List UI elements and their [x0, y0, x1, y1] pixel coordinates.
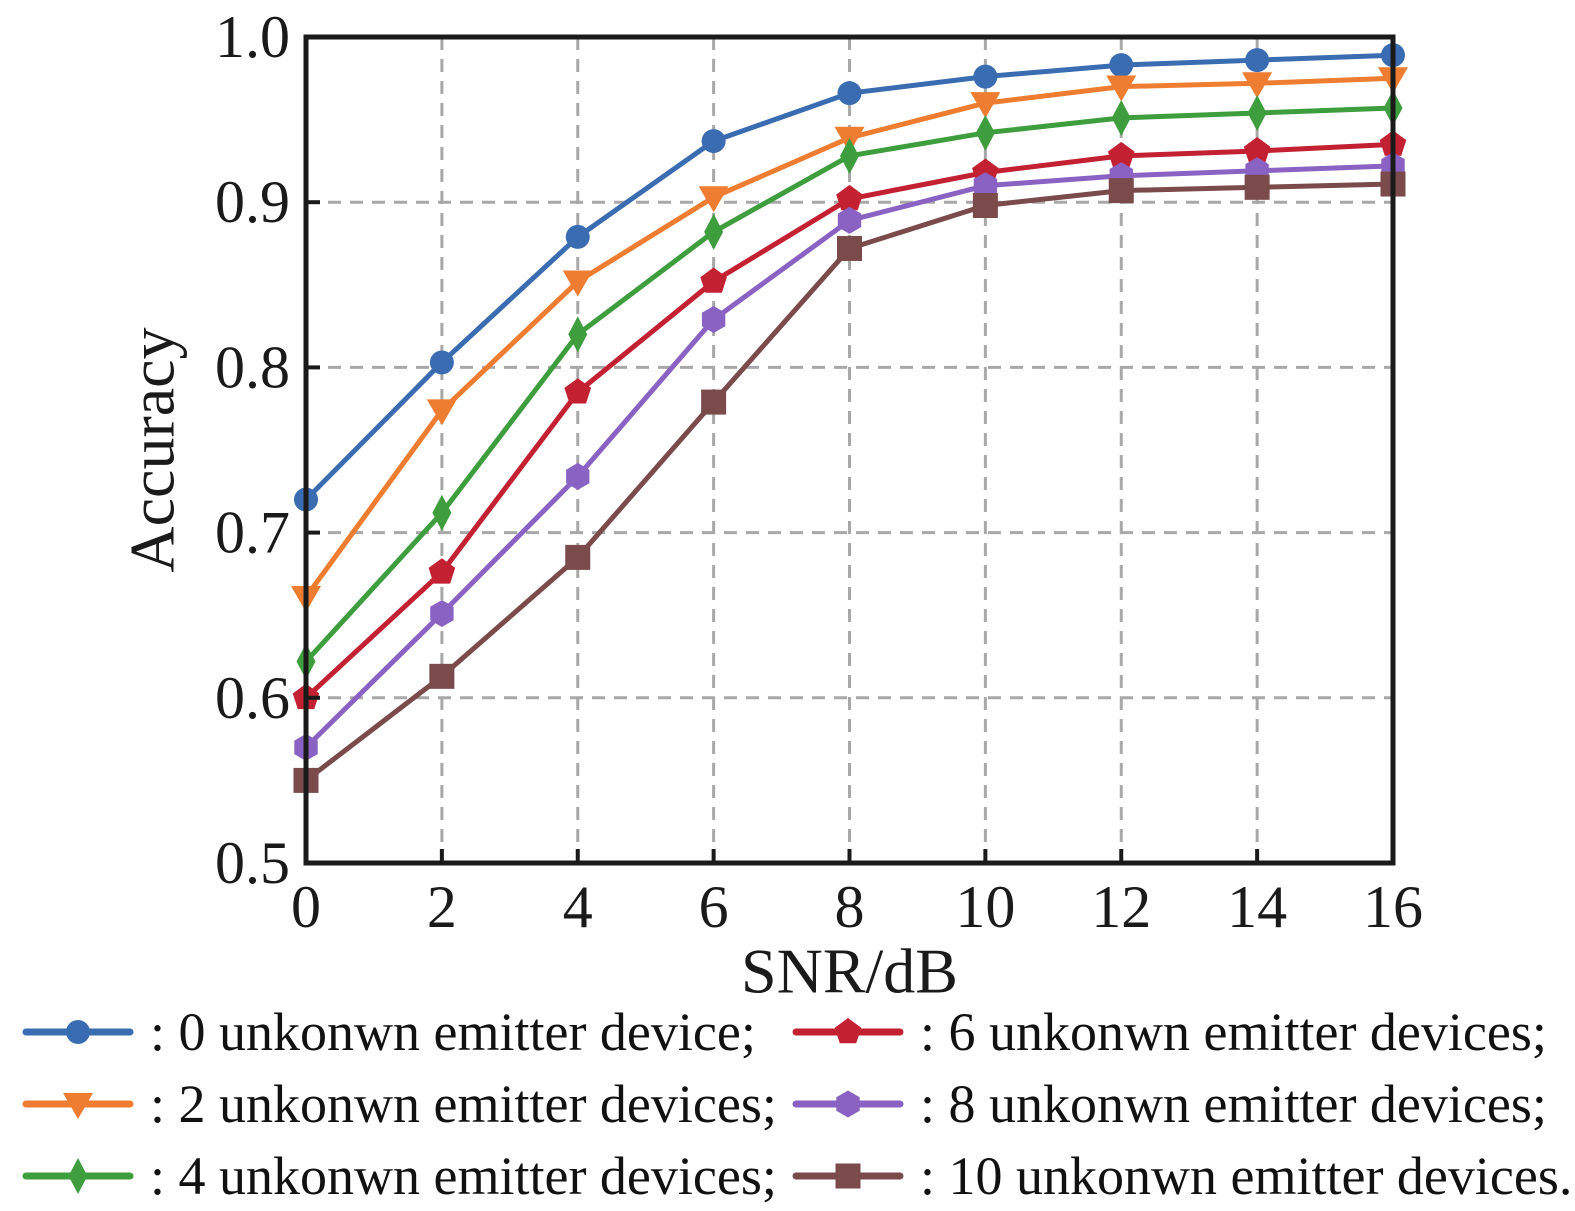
series-pentagon	[292, 130, 1407, 710]
x-tick-label: 0	[291, 874, 321, 940]
legend-item-4-unknown: : 4 unkonwn emitter devices;	[22, 1145, 792, 1207]
x-tick-label: 4	[563, 874, 593, 940]
legend-label: : 2 unkonwn emitter devices;	[150, 1074, 777, 1134]
legend-marker-circle-icon	[22, 1020, 134, 1044]
x-axis-tick-labels: 0 2 4 6 8 10 12 14 16	[291, 874, 1423, 940]
x-tick-label: 2	[427, 874, 457, 940]
series-thin-diamond	[296, 90, 1403, 680]
legend-marker-triangle-down-icon	[22, 1093, 134, 1119]
legend-item-8-unknown: : 8 unkonwn emitter devices;	[792, 1073, 1572, 1135]
y-tick-label: 0.6	[215, 665, 290, 731]
legend-item-10-unknown: : 10 unkonwn emitter devices.	[792, 1145, 1572, 1207]
y-tick-label: 0.5	[215, 830, 290, 896]
legend-item-0-unknown: : 0 unkonwn emitter device;	[22, 1001, 792, 1063]
chart-legend: : 0 unkonwn emitter device; : 2 unkonwn …	[22, 996, 1572, 1211]
y-tick-label: 0.9	[215, 169, 290, 235]
x-tick-label: 8	[835, 874, 865, 940]
legend-label: : 8 unkonwn emitter devices;	[920, 1074, 1547, 1134]
legend-marker-hexagon-icon	[792, 1090, 904, 1118]
x-axis-label: SNR/dB	[741, 936, 958, 1001]
y-axis-label: Accuracy	[117, 327, 188, 572]
y-tick-label: 1.0	[215, 4, 290, 70]
legend-label: : 6 unkonwn emitter devices;	[920, 1002, 1547, 1062]
x-tick-label: 6	[699, 874, 729, 940]
axes-frame	[303, 34, 1396, 866]
x-tick-label: 12	[1091, 874, 1151, 940]
legend-marker-pentagon-icon	[792, 1018, 904, 1044]
legend-item-6-unknown: : 6 unkonwn emitter devices;	[792, 1001, 1572, 1063]
y-tick-label: 0.8	[215, 334, 290, 400]
x-tick-label: 10	[955, 874, 1015, 940]
legend-label: : 10 unkonwn emitter devices.	[920, 1146, 1573, 1206]
legend-label: : 0 unkonwn emitter device;	[150, 1002, 756, 1062]
legend-label: : 4 unkonwn emitter devices;	[150, 1146, 777, 1206]
x-tick-label: 16	[1363, 874, 1423, 940]
x-tick-label: 14	[1227, 874, 1287, 940]
y-axis-tick-labels: 0.5 0.6 0.7 0.8 0.9 1.0	[215, 4, 290, 896]
y-tick-label: 0.7	[215, 500, 290, 566]
legend-marker-square-icon	[792, 1163, 904, 1189]
legend-marker-thin-diamond-icon	[22, 1158, 134, 1194]
accuracy-vs-snr-line-chart: 0 2 4 6 8 10 12 14 16 0.5 0.6 0.7 0.8 0.9 1.0 SNR/dB Acc…	[117, 4, 1424, 1001]
legend-item-2-unknown: : 2 unkonwn emitter devices;	[22, 1073, 792, 1135]
